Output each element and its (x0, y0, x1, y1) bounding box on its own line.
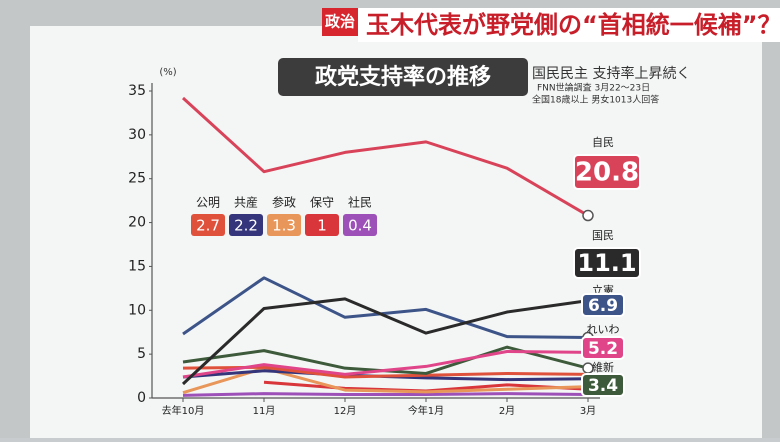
value-badge (305, 214, 339, 236)
legend-label: 参政 (272, 195, 296, 210)
headline-box (358, 8, 780, 42)
value-label: 20.8 (575, 158, 639, 188)
value-badge (573, 154, 641, 190)
subtitle: 国民民主 支持率上昇続く (532, 65, 690, 82)
x-tick-label: 11月 (253, 405, 276, 417)
value-label: 5.2 (588, 339, 618, 359)
note: 全国18歳以上 男女1013人回答 (532, 94, 659, 106)
note: FNN世論調査 3月22～23日 (537, 82, 650, 94)
value-badge (581, 373, 625, 397)
chart-title: 政党支持率の推移 (315, 64, 491, 90)
series-line (181, 297, 589, 386)
x-tick-label: 今年1月 (408, 404, 444, 417)
legend-label: 共産 (234, 195, 258, 210)
value-label: 1 (317, 217, 327, 235)
series-line (182, 392, 589, 397)
value-badge (573, 247, 641, 279)
legend-label: 社民 (348, 195, 372, 210)
legend-label: 自民 (592, 136, 614, 149)
y-tick-label: 30 (128, 127, 146, 143)
legend-label: 保守 (310, 196, 334, 210)
value-label: 6.9 (588, 296, 618, 316)
y-tick-label: 25 (128, 171, 146, 187)
series-line (182, 276, 589, 339)
y-tick-label: 20 (128, 215, 146, 231)
x-tick-label: 3月 (580, 405, 596, 417)
value-badge (581, 293, 625, 317)
value-label: 11.1 (577, 249, 636, 277)
y-tick-label: 35 (128, 83, 146, 99)
headline: 玉木代表が野党側の“首相統一候補”？ (366, 11, 780, 39)
series-line (181, 96, 589, 217)
legend-label: 公明 (196, 196, 220, 210)
y-tick-label: 0 (137, 390, 146, 406)
value-label: 2.7 (196, 217, 220, 235)
y-tick-label: 10 (128, 302, 146, 318)
value-badge (267, 214, 301, 236)
value-badge (191, 214, 225, 236)
value-badge (581, 336, 625, 360)
series-line (182, 350, 589, 379)
y-tick-label: 15 (128, 258, 146, 274)
tag: 政治 (325, 13, 355, 31)
value-label: 1.3 (272, 217, 296, 235)
tag-box (322, 8, 358, 36)
x-tick-label: 2月 (499, 405, 515, 417)
end-marker (582, 209, 594, 222)
value-badge (229, 214, 263, 236)
legend-label: 維新 (592, 360, 614, 374)
title-box (278, 58, 528, 96)
value-label: 3.4 (588, 376, 618, 396)
legend-label: 国民 (592, 229, 614, 242)
x-tick-label: 12月 (334, 405, 357, 417)
y-tick-label: 5 (137, 346, 146, 362)
value-label: 0.4 (348, 217, 372, 235)
y-axis-label: (%) (159, 67, 176, 78)
x-tick-label: 去年10月 (162, 404, 205, 417)
legend-label: れいわ (587, 323, 620, 336)
value-label: 2.2 (234, 217, 258, 235)
value-badge (343, 214, 377, 236)
